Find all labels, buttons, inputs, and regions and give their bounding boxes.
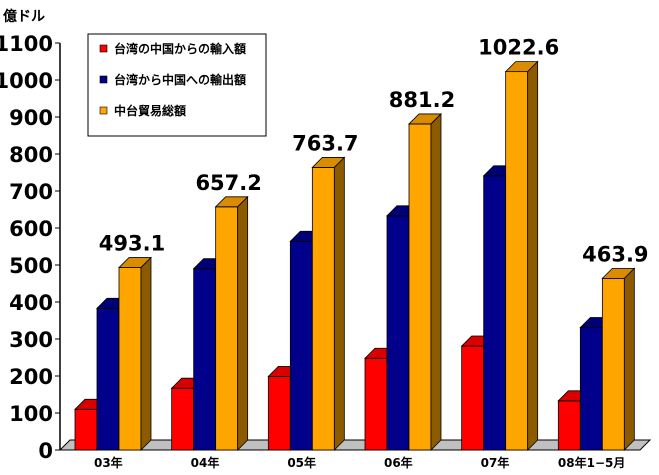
y-tick-label: 100 <box>9 402 53 426</box>
y-tick-label: 200 <box>9 365 53 389</box>
x-tick-label: 04年 <box>191 455 220 470</box>
bar <box>311 156 346 451</box>
bars <box>74 60 636 451</box>
y-tick-label: 600 <box>9 217 53 241</box>
data-label-total: 1022.6 <box>478 36 559 60</box>
y-tick-label: 700 <box>9 180 53 204</box>
y-tick-label: 500 <box>9 254 53 278</box>
y-tick-label: 900 <box>9 106 53 130</box>
legend-swatch <box>99 75 108 84</box>
y-tick-label: 300 <box>9 328 53 352</box>
bar <box>601 267 636 451</box>
data-label-total: 881.2 <box>389 88 455 112</box>
x-tick-label: 07年 <box>481 455 510 470</box>
y-tick-label: 0 <box>38 439 53 463</box>
x-tick-label: 05年 <box>287 455 316 470</box>
data-label-total: 463.9 <box>582 242 648 266</box>
legend-label: 中台貿易総額 <box>114 103 186 118</box>
legend-label: 台湾の中国からの輸入額 <box>114 41 246 56</box>
legend-box <box>87 33 267 137</box>
data-labels: 493.1 657.2 763.7 881.2 1022.6 463.9 <box>99 36 649 267</box>
x-axis-labels: 03年 04年 05年 06年 07年 08年1−5月 <box>94 455 625 470</box>
x-tick-label: 03年 <box>94 455 123 470</box>
y-tick-label: 400 <box>9 291 53 315</box>
data-label-total: 763.7 <box>292 131 358 155</box>
x-tick-label: 06年 <box>384 455 413 470</box>
legend-swatch <box>99 106 108 115</box>
bar <box>408 112 442 451</box>
y-axis: 0 100 200 300 400 500 600 700 800 900 1000 1100 億ドル <box>0 8 61 463</box>
y-tick-label: 800 <box>9 143 53 167</box>
bar <box>214 195 249 451</box>
legend-swatch <box>99 44 108 53</box>
y-tick-label: 1100 <box>0 32 53 56</box>
y-tick-label: 1000 <box>0 69 53 93</box>
legend-label: 台湾から中国への輸出額 <box>114 72 246 87</box>
x-tick-label: 08年1−5月 <box>558 455 625 470</box>
data-label-total: 493.1 <box>99 232 165 256</box>
data-label-total: 657.2 <box>195 171 261 195</box>
bar <box>118 256 152 451</box>
y-axis-unit-label: 億ドル <box>3 8 45 25</box>
bar <box>504 60 539 451</box>
